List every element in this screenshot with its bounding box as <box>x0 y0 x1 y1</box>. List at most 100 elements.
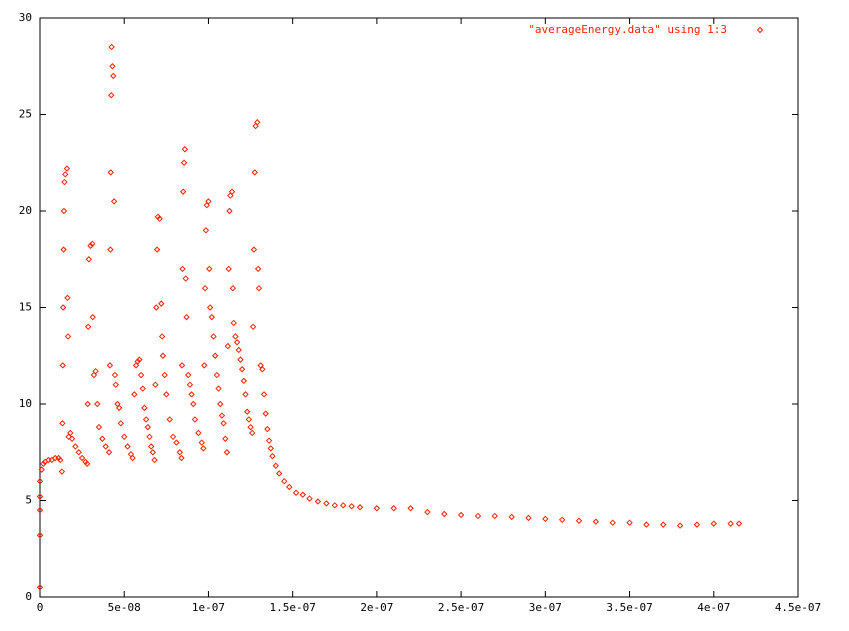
data-point <box>36 477 44 485</box>
legend-label: "averageEnergy.data" using 1:3 <box>528 23 727 36</box>
data-point <box>178 454 185 462</box>
data-point <box>112 381 120 388</box>
data-point <box>222 435 229 442</box>
data-point <box>215 385 222 392</box>
x-tick-label: 1.5e-07 <box>269 601 315 614</box>
data-point <box>110 72 117 80</box>
data-point <box>211 352 219 359</box>
data-point <box>92 367 99 375</box>
data-point <box>134 358 141 365</box>
data-point <box>314 498 322 505</box>
data-point <box>226 207 233 215</box>
data-point <box>62 171 69 178</box>
y-tick-label: 25 <box>19 108 32 121</box>
data-point <box>224 342 232 350</box>
data-point <box>206 265 213 273</box>
data-point <box>250 246 258 253</box>
data-point <box>36 506 44 514</box>
data-point <box>139 385 146 392</box>
data-point <box>191 416 199 423</box>
data-point <box>223 449 231 456</box>
data-point <box>105 449 113 456</box>
data-point <box>151 456 158 464</box>
y-tick-label: 30 <box>19 11 32 24</box>
data-point <box>158 333 166 340</box>
data-point <box>109 63 116 70</box>
data-point <box>190 400 197 408</box>
x-tick-label: 4.5e-07 <box>775 601 821 614</box>
data-point <box>735 520 743 527</box>
data-point <box>117 420 125 427</box>
data-point <box>251 169 258 176</box>
data-point <box>727 520 734 527</box>
data-point <box>249 323 257 331</box>
y-tick-label: 10 <box>19 397 32 410</box>
data-point <box>195 429 202 437</box>
data-point <box>525 514 532 522</box>
data-point <box>59 362 66 369</box>
data-point <box>237 356 244 363</box>
data-point <box>457 511 465 519</box>
data-point <box>235 346 242 354</box>
data-point <box>58 468 66 475</box>
data-point <box>144 423 152 431</box>
data-point <box>146 433 153 441</box>
data-point <box>59 304 67 311</box>
data-point <box>179 188 187 195</box>
data-point <box>220 420 227 427</box>
data-point <box>424 508 431 516</box>
data-point <box>558 516 566 524</box>
legend-marker <box>756 26 764 34</box>
data-point <box>249 429 256 437</box>
data-point <box>185 371 192 379</box>
data-point <box>89 313 96 321</box>
data-point <box>660 521 667 528</box>
data-point <box>331 502 338 509</box>
data-point <box>153 304 160 311</box>
data-point <box>36 532 44 539</box>
data-point <box>242 391 249 398</box>
data-point <box>218 412 226 419</box>
data-point <box>131 391 138 398</box>
data-point <box>84 400 91 408</box>
data-point <box>373 505 381 512</box>
data-point <box>260 391 268 398</box>
data-point <box>183 313 190 321</box>
data-point <box>95 423 103 431</box>
data-point <box>255 284 263 292</box>
x-tick-label: 1e-07 <box>192 601 225 614</box>
data-point <box>102 443 109 450</box>
data-point <box>87 242 94 249</box>
data-point <box>267 445 274 452</box>
data-point <box>121 433 128 441</box>
data-point <box>238 366 246 373</box>
data-point <box>609 519 616 526</box>
data-point <box>247 423 254 431</box>
data-point <box>245 416 253 423</box>
data-point <box>83 460 91 468</box>
data-point <box>508 513 515 521</box>
data-point <box>693 521 701 528</box>
data-point <box>626 519 633 526</box>
data-point <box>232 333 239 340</box>
data-point <box>198 439 205 446</box>
data-point <box>292 489 300 496</box>
data-point <box>186 381 194 388</box>
x-tick-label: 0 <box>37 601 44 614</box>
data-point <box>348 503 355 510</box>
data-point <box>181 146 189 153</box>
data-point <box>281 477 288 485</box>
data-point <box>60 207 68 215</box>
data-point <box>182 275 189 282</box>
data-point <box>59 420 66 427</box>
data-point <box>99 435 106 442</box>
data-point <box>156 215 163 222</box>
data-point <box>202 227 210 234</box>
data-point <box>85 256 93 263</box>
x-tick-label: 4e-07 <box>697 601 730 614</box>
data-point <box>72 443 79 450</box>
data-point <box>259 366 266 373</box>
data-point <box>137 371 145 379</box>
data-point <box>108 91 115 99</box>
data-point <box>169 433 177 441</box>
